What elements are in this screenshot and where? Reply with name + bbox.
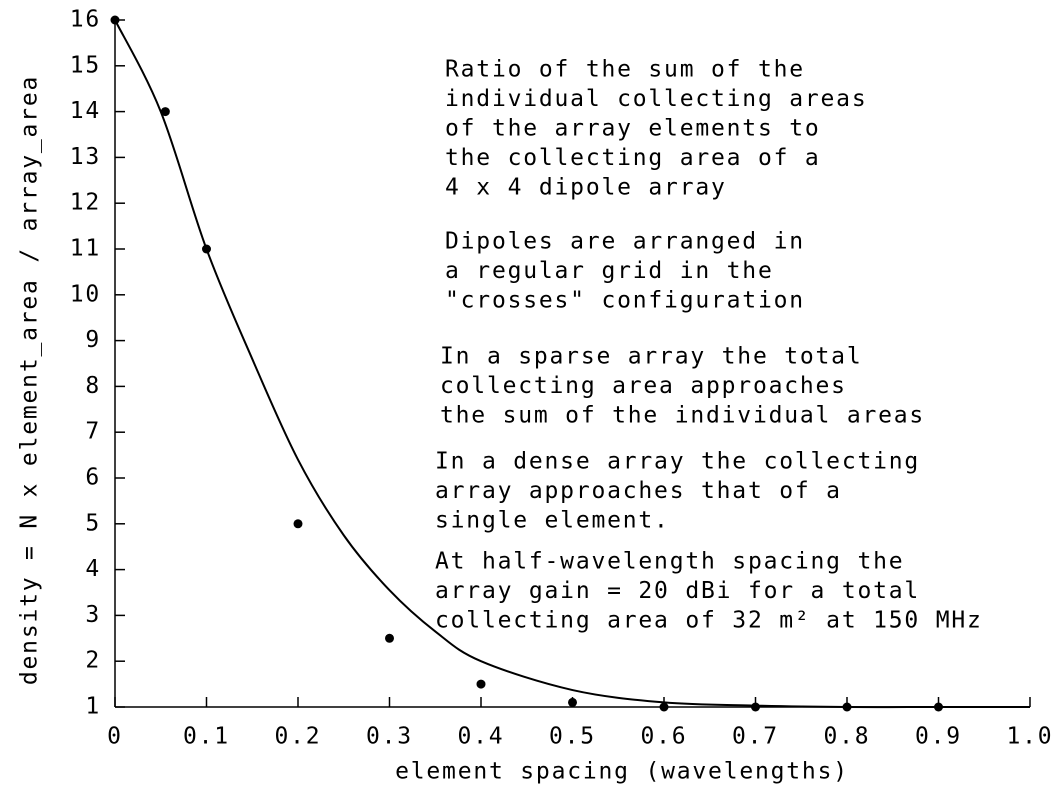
y-tick-label: 15 xyxy=(70,52,101,78)
annotation: a regular grid in the xyxy=(445,258,774,284)
x-tick-label: 0.2 xyxy=(275,724,322,750)
annotation: At half-wavelength spacing the xyxy=(435,549,904,575)
data-point xyxy=(293,519,303,529)
annotation: single element. xyxy=(435,508,670,534)
annotation: In a dense array the collecting xyxy=(435,449,920,475)
y-tick-label: 8 xyxy=(85,373,101,399)
annotation: 4 x 4 dipole array xyxy=(445,175,727,201)
x-tick-label: 0.1 xyxy=(183,724,230,750)
annotation: individual collecting areas xyxy=(445,86,867,112)
x-tick-label: 0.5 xyxy=(549,724,596,750)
y-tick-label: 13 xyxy=(70,144,101,170)
x-tick-label: 0.4 xyxy=(458,724,505,750)
annotation: the sum of the individual areas xyxy=(440,403,925,429)
annotation: array gain = 20 dBi for a total xyxy=(435,578,920,604)
annotation: of the array elements to xyxy=(445,116,821,142)
y-tick-label: 12 xyxy=(70,190,101,216)
y-tick-label: 6 xyxy=(85,465,101,491)
x-tick-label: 0.3 xyxy=(366,724,413,750)
y-tick-label: 9 xyxy=(85,327,101,353)
x-tick-label: 0.6 xyxy=(641,724,688,750)
y-tick-label: 11 xyxy=(70,236,101,262)
y-tick-label: 14 xyxy=(70,98,101,124)
y-tick-label: 1 xyxy=(85,694,101,720)
data-point xyxy=(160,107,170,117)
x-tick-label: 0.7 xyxy=(732,724,779,750)
y-tick-label: 16 xyxy=(70,7,101,33)
data-point xyxy=(751,702,760,712)
data-point xyxy=(659,702,669,712)
annotation: Ratio of the sum of the xyxy=(445,57,805,83)
y-tick-label: 5 xyxy=(85,510,101,536)
annotation: Dipoles are arranged in xyxy=(445,229,805,255)
y-axis-label: density = N x element_area / array_area xyxy=(17,75,43,685)
data-point xyxy=(842,702,852,712)
annotation: "crosses" configuration xyxy=(445,288,805,314)
data-point xyxy=(110,15,120,25)
data-point xyxy=(476,679,486,689)
x-tick-label: 1.0 xyxy=(1007,724,1054,750)
data-point xyxy=(385,633,394,643)
x-tick-label: 0.9 xyxy=(915,724,962,750)
y-tick-label: 10 xyxy=(70,281,101,307)
y-tick-label: 3 xyxy=(85,602,101,628)
annotation: collecting area of 32 m² at 150 MHz xyxy=(435,608,983,634)
annotation: In a sparse array the total xyxy=(440,344,862,370)
y-tick-label: 4 xyxy=(85,556,101,582)
y-tick-label: 7 xyxy=(85,419,101,445)
x-axis-label: element spacing (wavelengths) xyxy=(395,759,849,785)
annotation: the collecting area of a xyxy=(445,145,821,171)
data-point xyxy=(568,697,577,707)
data-point xyxy=(934,702,943,712)
x-tick-label: 0.8 xyxy=(824,724,871,750)
y-tick-label: 2 xyxy=(85,648,101,674)
annotation: array approaches that of a xyxy=(435,478,842,504)
x-tick-label: 0 xyxy=(107,724,123,750)
data-point xyxy=(202,244,211,254)
annotation: collecting area approaches xyxy=(440,373,847,399)
